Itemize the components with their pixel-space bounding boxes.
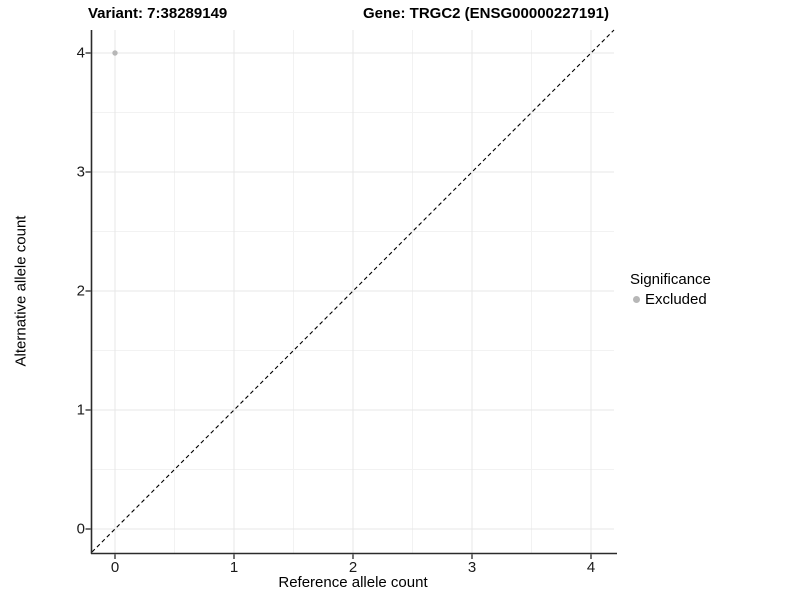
legend-item-excluded: Excluded <box>630 291 711 308</box>
x-axis-title: Reference allele count <box>278 574 428 591</box>
plot-title-variant: Variant: 7:38289149 <box>88 5 228 22</box>
plot-title-gene: Gene: TRGC2 (ENSG00000227191) <box>363 5 609 22</box>
legend-point-icon <box>633 296 640 303</box>
legend-item-label: Excluded <box>645 291 707 308</box>
legend: Significance Excluded <box>630 271 711 308</box>
y-tick-label: 2 <box>76 282 85 300</box>
x-tick-label: 4 <box>586 559 596 576</box>
y-tick-label: 3 <box>76 163 85 181</box>
y-tick-label: 1 <box>76 401 85 419</box>
y-tick-label: 0 <box>76 520 85 538</box>
x-tick-label: 3 <box>467 559 477 576</box>
legend-title: Significance <box>630 271 711 288</box>
data-point <box>112 50 118 56</box>
x-tick-label: 2 <box>348 559 358 576</box>
x-tick-label: 1 <box>229 559 239 576</box>
y-tick-label: 4 <box>76 44 85 62</box>
x-tick-label: 0 <box>110 559 120 576</box>
y-axis-title: Alternative allele count <box>12 215 30 367</box>
